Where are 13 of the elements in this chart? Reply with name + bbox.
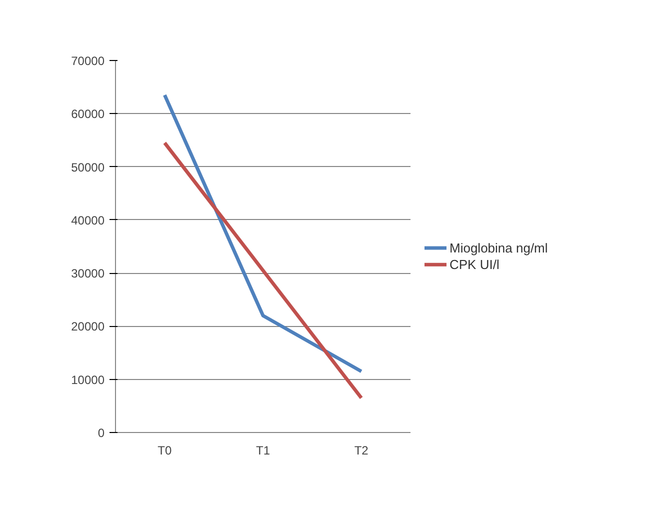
y-tick-label: 40000 [71, 213, 105, 228]
y-tick-label: 70000 [71, 54, 105, 68]
y-tick-label: 60000 [71, 107, 105, 122]
y-tick-label: 30000 [71, 266, 105, 281]
legend-label: Mioglobina ng/ml [450, 240, 548, 256]
x-tick-label: T0 [158, 444, 172, 458]
y-tick-label: 20000 [71, 320, 105, 334]
y-tick-label: 10000 [71, 372, 105, 387]
y-tick-label: 0 [98, 426, 105, 440]
legend-label: CPK UI/l [450, 257, 500, 272]
x-tick-label: T2 [354, 444, 369, 458]
y-tick-label: 50000 [71, 160, 105, 174]
x-tick-label: T1 [256, 444, 270, 458]
